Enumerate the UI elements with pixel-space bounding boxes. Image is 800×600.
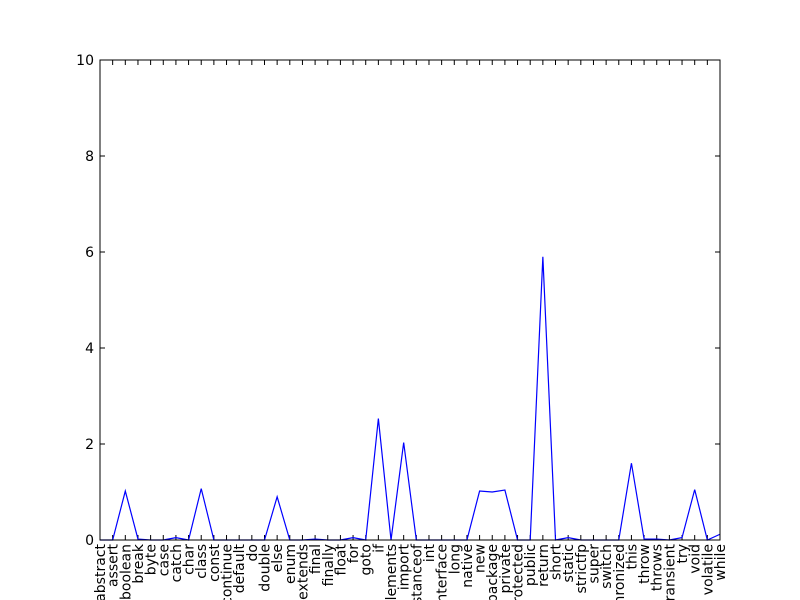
x-tick-label: strictfp xyxy=(574,544,590,594)
x-tick-label: goto xyxy=(359,544,375,576)
x-tick-label: boolean xyxy=(118,544,134,600)
x-tick-label: import xyxy=(397,543,413,590)
line xyxy=(100,256,721,541)
x-tick-label: finally xyxy=(321,544,337,586)
x-tick-label: try xyxy=(675,544,691,564)
x-tick-label: instanceof xyxy=(409,543,425,600)
x-tick-label: do xyxy=(245,544,261,561)
x-tick-label: break xyxy=(131,543,147,584)
x-tick-label: volatile xyxy=(700,544,716,595)
x-tick-label: if xyxy=(371,543,387,553)
x-tick-label: transient xyxy=(662,543,678,600)
x-tick-label: implements xyxy=(384,544,400,600)
x-tick-label: else xyxy=(270,544,286,572)
x-tick-label: long xyxy=(447,544,463,574)
x-tick-label: class xyxy=(194,544,210,579)
x-tick-label: catch xyxy=(169,544,185,582)
x-tick-label: interface xyxy=(435,544,451,600)
x-tick-label: continue xyxy=(220,544,236,600)
y-tick-label: 4 xyxy=(85,341,94,357)
x-tick-label: synchronized xyxy=(612,544,628,600)
x-tick-label: public xyxy=(523,544,539,586)
x-tick-label: throw xyxy=(637,544,653,584)
x-tick-label: package xyxy=(485,544,501,600)
x-tick-label: case xyxy=(156,544,172,576)
x-tick-label: new xyxy=(473,544,489,573)
x-tick-label: assert xyxy=(106,543,122,587)
x-tick-label: default xyxy=(232,543,248,593)
x-tick-label: char xyxy=(182,544,198,575)
x-tick-label: native xyxy=(460,544,476,588)
x-tick-label: double xyxy=(257,544,273,592)
x-tick-label: final xyxy=(308,544,324,574)
y-tick-label: 2 xyxy=(85,437,94,453)
x-tick-label: super xyxy=(586,544,602,584)
plot-frame xyxy=(99,59,721,541)
y-tick-label: 0 xyxy=(85,533,94,549)
x-tick-label: abstract xyxy=(93,544,109,600)
y-tick-label: 6 xyxy=(85,245,94,261)
x-tick-label: int xyxy=(422,544,438,563)
x-tick-label: this xyxy=(624,544,640,570)
x-tick-label: protected xyxy=(511,544,527,600)
x-tick-label: while xyxy=(713,544,729,581)
y-tick-label: 10 xyxy=(76,53,94,69)
x-tick-label: private xyxy=(498,544,514,594)
x-tick-label: extends xyxy=(295,544,311,600)
y-tick-label: 8 xyxy=(85,149,94,165)
x-tick-label: void xyxy=(688,544,704,574)
x-tick-label: enum xyxy=(283,544,299,584)
x-tick-label: return xyxy=(536,544,552,587)
x-tick-label: throws xyxy=(650,544,666,591)
x-tick-label: for xyxy=(346,544,362,563)
x-tick-label: byte xyxy=(144,544,160,575)
x-tick-label: float xyxy=(333,543,349,575)
x-tick-label: short xyxy=(549,543,565,579)
x-tick-label: const xyxy=(207,543,223,581)
x-tick-label: static xyxy=(561,544,577,582)
x-tick-label: switch xyxy=(599,544,615,589)
